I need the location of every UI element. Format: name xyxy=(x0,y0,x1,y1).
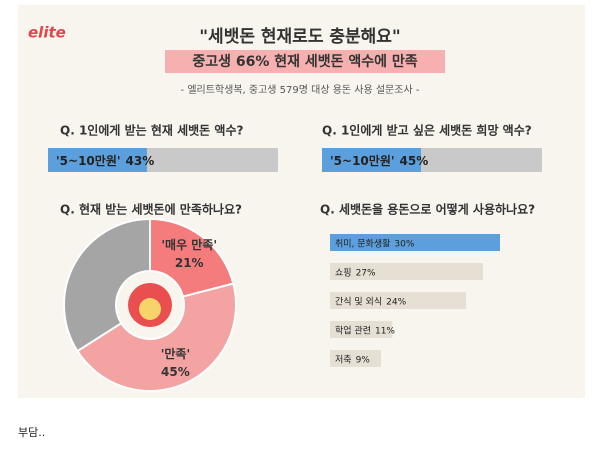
pie-slice xyxy=(149,217,235,298)
slice-label: '만족' xyxy=(161,346,190,361)
subtitle-box xyxy=(165,50,445,73)
bar xyxy=(330,350,381,367)
progress-bar xyxy=(48,148,147,172)
category-label: 쇼핑 xyxy=(335,267,352,278)
bar-label: 쇼핑 27% xyxy=(335,267,376,278)
value-label: 24% xyxy=(386,297,406,307)
value-label: 11% xyxy=(375,326,395,336)
progress-label: '5~10만원' 45% xyxy=(330,153,428,168)
value-label: 43% xyxy=(126,154,155,168)
category-label: 취미, 문화생활 xyxy=(335,237,390,249)
pie-slice xyxy=(76,282,237,392)
source: - 엘리트학생복, 중고생 579명 대상 용돈 사용 설문조사 - xyxy=(181,83,420,96)
question-title: Q. 1인에게 받고 싶은 세뱃돈 희망 액수? xyxy=(322,123,532,138)
brand-logo: elite xyxy=(28,24,66,42)
progress-bar xyxy=(322,148,421,172)
value-label: 27% xyxy=(356,268,376,278)
bar xyxy=(330,321,393,338)
bar-label: 학업 관련 11% xyxy=(335,325,395,336)
value-label: 45% xyxy=(400,154,429,168)
category-label: '5~10만원' xyxy=(330,153,395,168)
center-icon-inner xyxy=(139,298,161,320)
category-label: 간식 및 외식 xyxy=(335,295,382,307)
bar-label: 간식 및 외식 24% xyxy=(335,295,407,307)
bar-label: 취미, 문화생활 30% xyxy=(335,237,415,249)
slice-value: 45% xyxy=(161,365,190,379)
pie-slice xyxy=(63,217,151,353)
category-label: 학업 관련 xyxy=(335,325,371,336)
slice-label: '매우 만족' xyxy=(161,237,217,252)
value-label: 30% xyxy=(394,239,414,249)
category-label: '5~10만원' xyxy=(56,153,121,168)
bar xyxy=(330,292,466,309)
subtitle: 중고생 66% 현재 세뱃돈 액수에 만족 xyxy=(192,53,417,70)
progress-label: '5~10만원' 43% xyxy=(56,153,154,168)
bar xyxy=(330,234,500,251)
question-title: Q. 현재 받는 세뱃돈에 만족하나요? xyxy=(60,202,242,217)
question-title: Q. 세뱃돈을 용돈으로 어떻게 사용하나요? xyxy=(320,202,535,217)
category-label: 저축 xyxy=(335,354,352,365)
value-label: 9% xyxy=(356,355,371,365)
bar xyxy=(330,263,483,280)
question-title: Q. 1인에게 받는 현재 세뱃돈 액수? xyxy=(60,123,243,138)
caption: 부담.. xyxy=(18,426,45,439)
title: "세뱃돈 현재로도 충분해요" xyxy=(199,27,401,47)
bar-label: 저축 9% xyxy=(335,354,370,365)
slice-value: 21% xyxy=(175,256,204,270)
